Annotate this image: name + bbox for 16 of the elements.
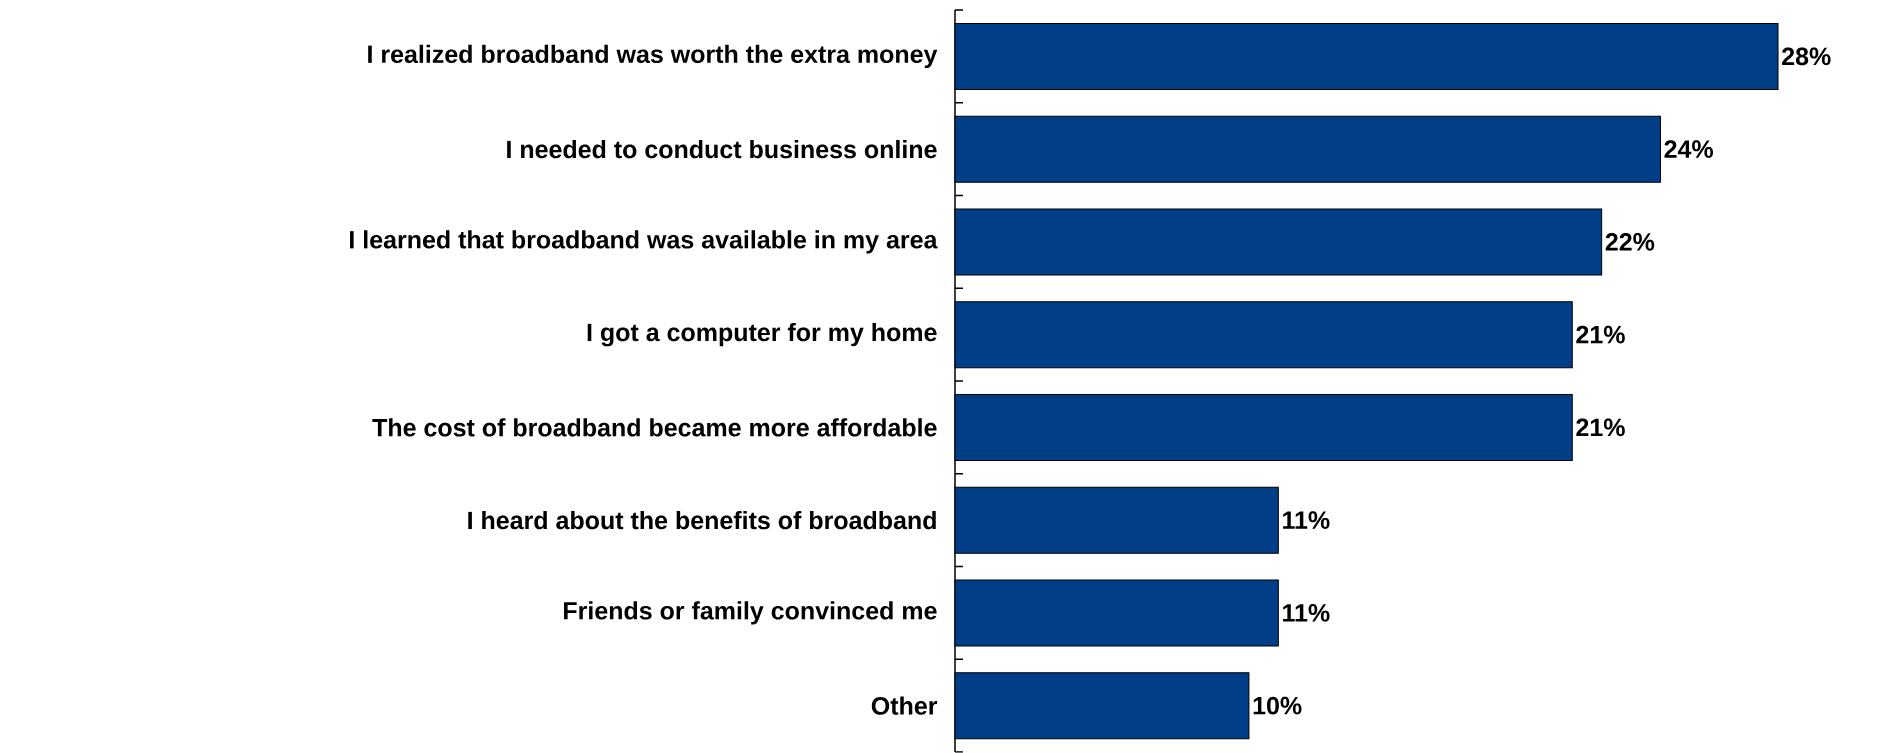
data-label: 28%: [1782, 47, 1831, 66]
data-label: 22%: [1605, 233, 1655, 251]
y-tick-label: I needed to conduct business online: [507, 140, 937, 159]
y-tick-label: I realized broadband was worth the extra money: [368, 44, 938, 69]
data-label: 11%: [1283, 604, 1330, 622]
y-tick-label: I heard about the benefits of broadband: [468, 511, 936, 530]
data-label: 21%: [1576, 325, 1625, 344]
data-label: 10%: [1253, 696, 1302, 715]
data-label: 21%: [1576, 418, 1625, 437]
data-label: 11%: [1283, 511, 1330, 530]
y-tick-label: Friends or family convinced me: [564, 601, 937, 625]
y-tick-label: I learned that broadband was available in my area: [350, 230, 938, 254]
data-label: 24%: [1664, 140, 1713, 159]
y-tick-label: I got a computer for my home: [587, 323, 937, 347]
y-tick-label: The cost of broadband became more affordable: [372, 418, 937, 437]
y-tick-label: Other: [871, 696, 938, 715]
